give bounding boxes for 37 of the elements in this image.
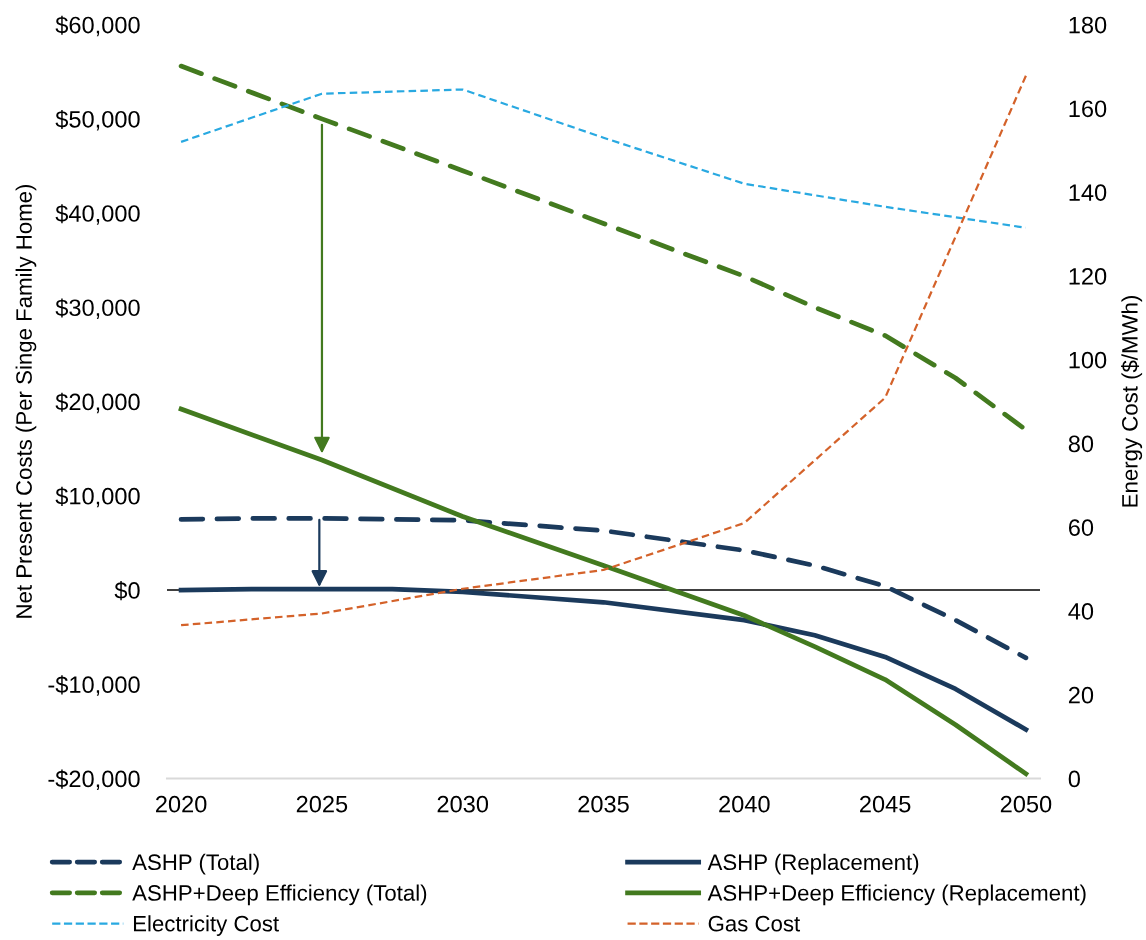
line-series [178,406,1029,777]
y2-tick-label: 180 [1069,16,1107,34]
y-tick-label: $10,000 [55,486,140,508]
y-tick-label: $40,000 [55,204,140,225]
legend-label: ASHP (Total) [132,853,259,875]
y2-tick-label: 60 [1068,519,1094,536]
y-tick-label: -$10,000 [48,675,140,696]
x-tick-label: 2020 [156,795,207,813]
x-tick-label: 2025 [296,795,348,813]
y-tick-label: $20,000 [55,392,140,414]
legend-label: ASHP+Deep Efficiency (Total) [132,884,427,906]
legend-label: ASHP (Replacement) [707,853,919,875]
line-series [179,74,1028,627]
x-tick-label: 2030 [437,795,489,813]
legend-label: ASHP+Deep Efficiency (Replacement) [707,884,1086,906]
line-series [178,516,1029,661]
x-tick-label: 2035 [578,795,629,813]
y-tick-label: $60,000 [55,15,140,37]
y2-tick-label: 40 [1068,603,1094,620]
y2-tick-label: 0 [1068,770,1080,788]
y2-tick-label: 140 [1069,184,1107,201]
x-tick-label: 2050 [1000,795,1052,813]
legend-label: Gas Cost [708,915,801,932]
y-tick-label: -$20,000 [48,769,140,791]
y2-tick-label: 20 [1068,686,1094,704]
x-tick-label: 2040 [719,795,770,813]
y2-axis-title: Energy Cost ($/MWh) [1121,296,1143,507]
y-tick-label: $0 [114,581,140,601]
legend-label: Electricity Cost [133,915,279,936]
y-axis-title: Net Present Costs (Per Singe Family Home) [15,184,37,618]
y2-tick-label: 160 [1069,100,1107,118]
y-tick-label: $30,000 [55,298,140,319]
y2-tick-label: 80 [1068,435,1094,453]
y2-tick-label: 100 [1069,351,1107,369]
y2-tick-label: 120 [1069,267,1107,285]
x-tick-label: 2045 [860,795,911,813]
y-tick-label: $50,000 [55,109,140,131]
